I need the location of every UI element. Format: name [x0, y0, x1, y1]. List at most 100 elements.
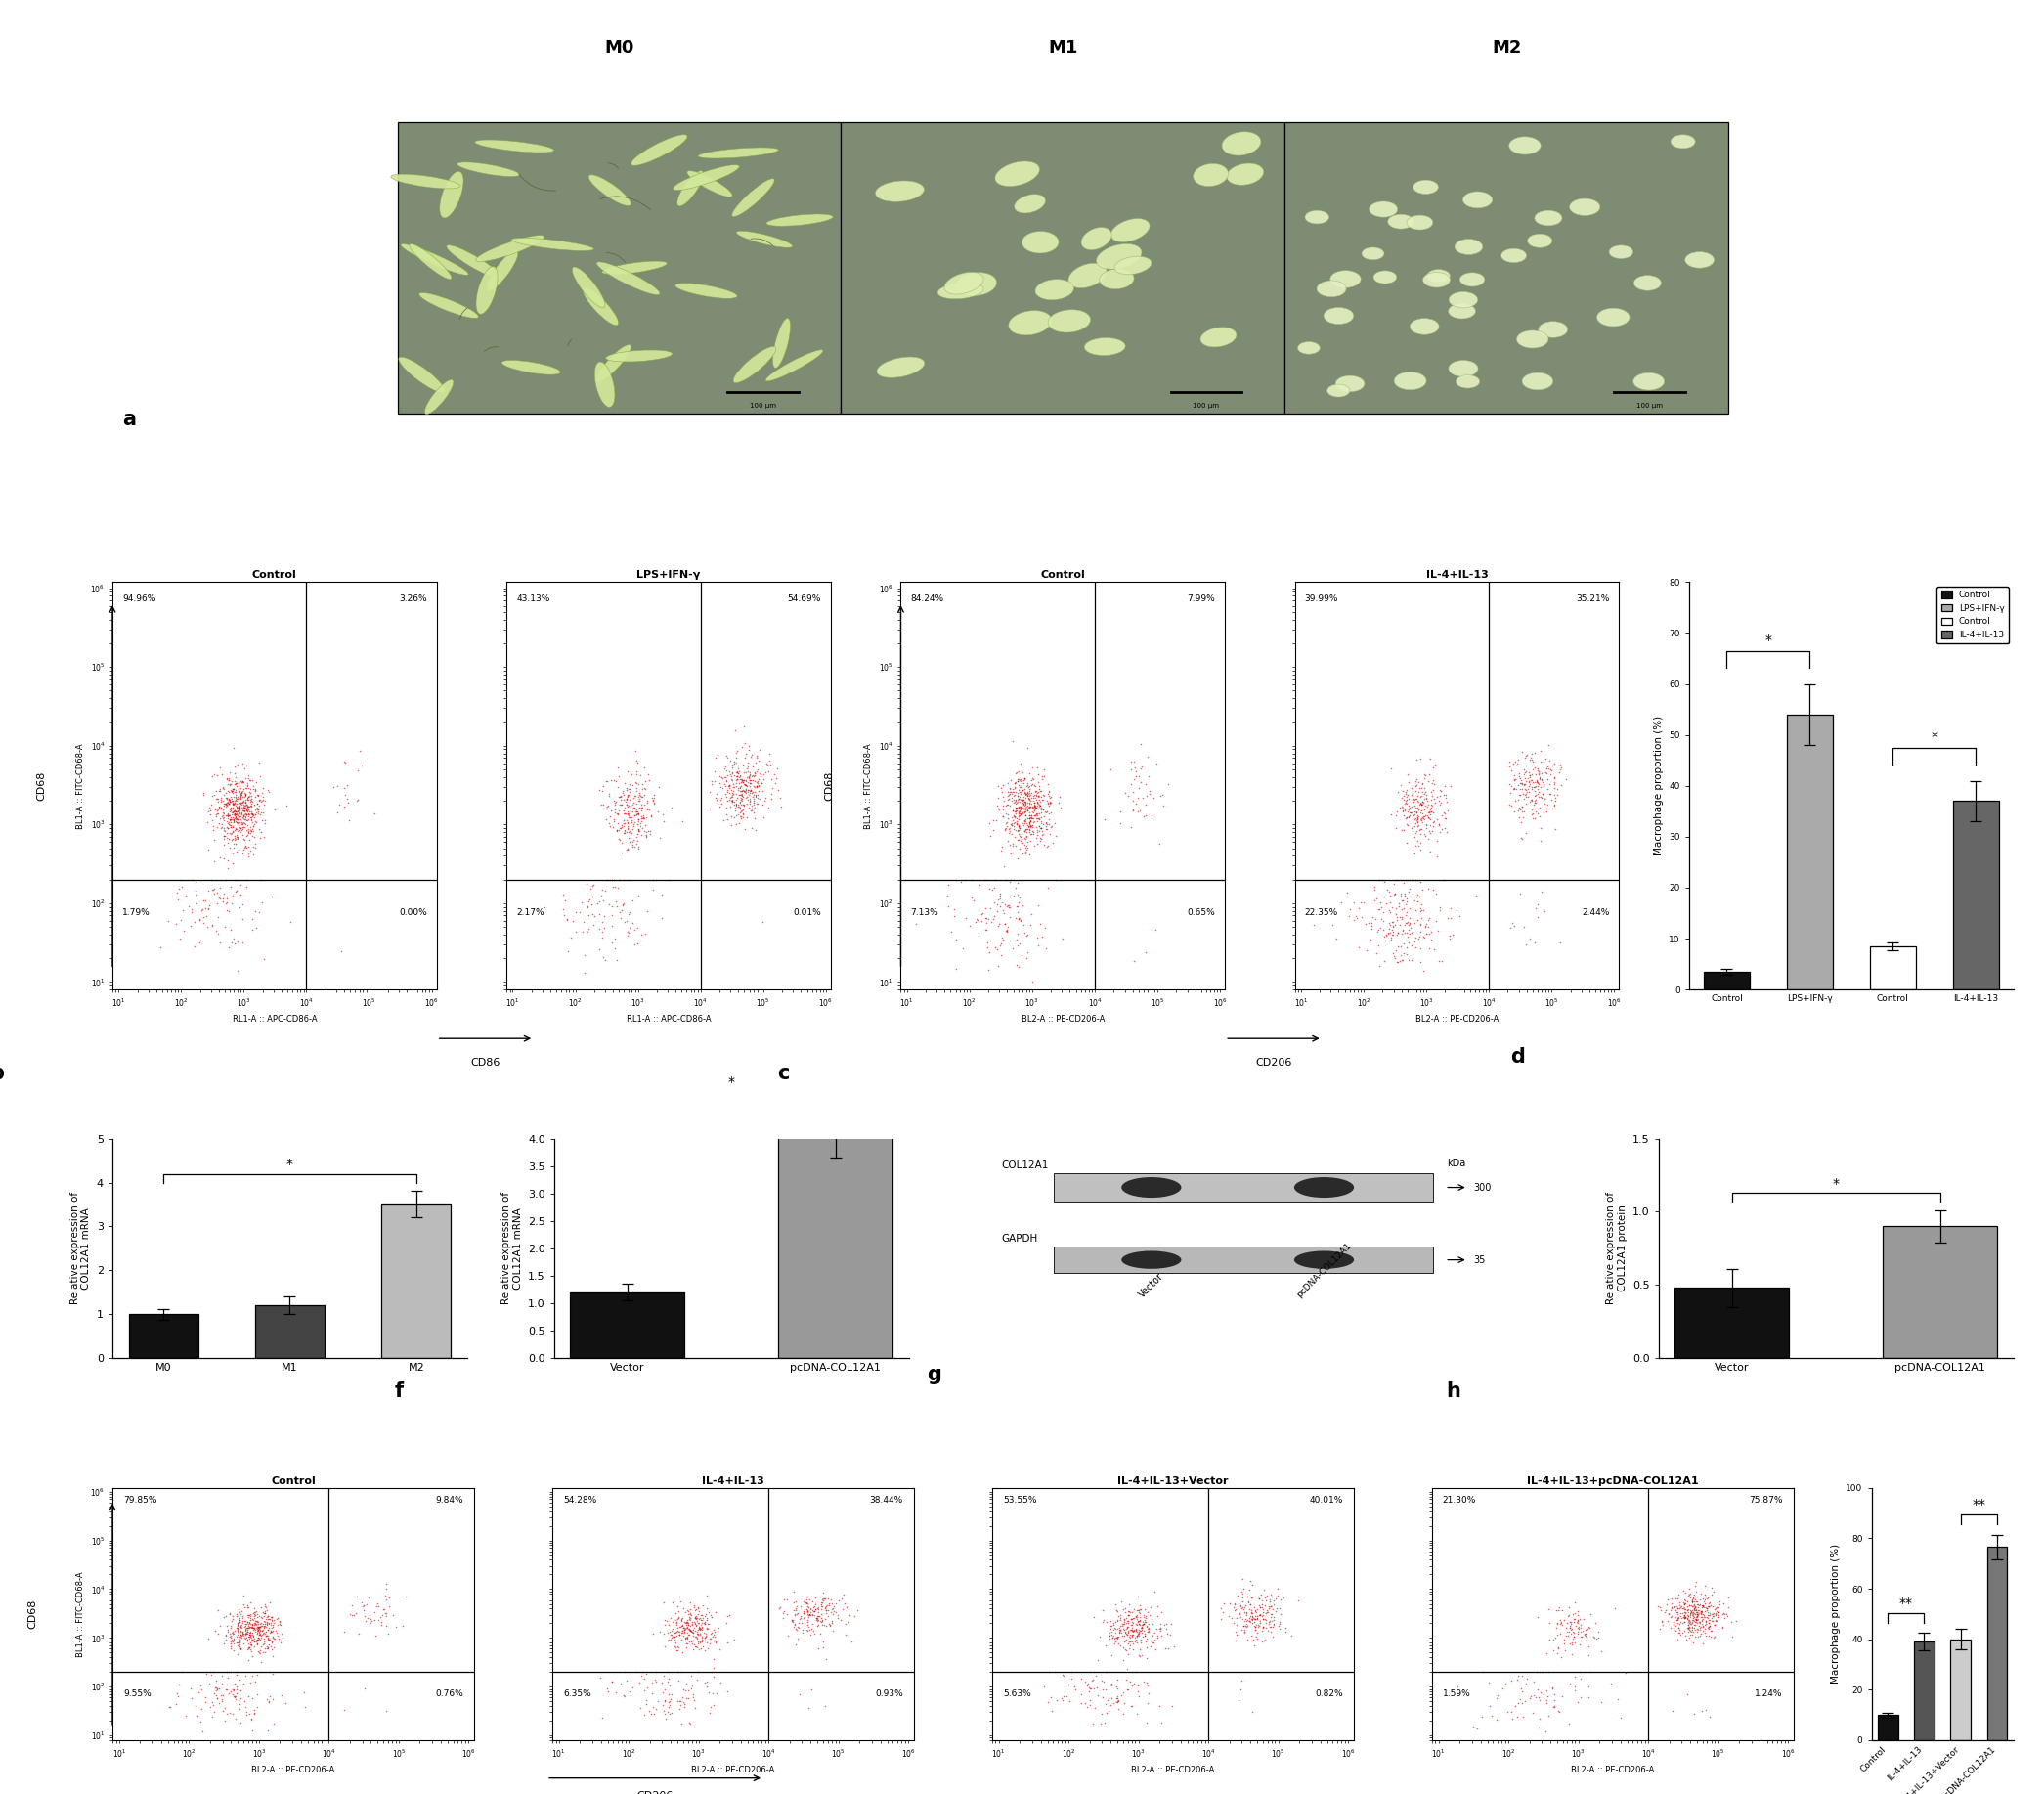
- Point: [660, 1591, 693, 1620]
- Point: [1012, 811, 1044, 840]
- Point: [213, 1663, 245, 1692]
- Point: [681, 1633, 713, 1661]
- Point: [1652, 1607, 1684, 1636]
- Point: [204, 927, 237, 956]
- Point: [1122, 1672, 1155, 1701]
- Point: [1525, 877, 1558, 906]
- Point: [670, 1607, 703, 1636]
- Point: [1016, 811, 1049, 840]
- Ellipse shape: [595, 362, 615, 407]
- Point: [1412, 816, 1445, 845]
- Y-axis label: Macrophage proportion (%): Macrophage proportion (%): [1831, 1545, 1840, 1685]
- Point: [1680, 1598, 1713, 1627]
- Point: [683, 1604, 715, 1633]
- Point: [1701, 1607, 1733, 1636]
- Point: [1094, 1624, 1126, 1652]
- Point: [217, 804, 249, 832]
- Point: [1243, 1593, 1275, 1622]
- Point: [1233, 1588, 1265, 1616]
- Point: [621, 806, 654, 834]
- Point: [231, 820, 264, 849]
- X-axis label: BL2-A :: PE-CD206-A: BL2-A :: PE-CD206-A: [1414, 1015, 1498, 1023]
- Point: [1102, 1624, 1134, 1652]
- Point: [719, 789, 752, 818]
- Point: [223, 768, 256, 797]
- Point: [1022, 775, 1055, 804]
- Point: [797, 1616, 830, 1645]
- Point: [1122, 1607, 1155, 1636]
- Point: [237, 832, 270, 861]
- Point: [713, 771, 746, 800]
- Point: [1684, 1602, 1717, 1631]
- Point: [1680, 1588, 1713, 1616]
- Point: [1658, 1609, 1690, 1638]
- Point: [1553, 1616, 1586, 1645]
- Point: [1010, 788, 1042, 816]
- Point: [1384, 942, 1416, 971]
- Point: [243, 1620, 276, 1649]
- Point: [801, 1602, 834, 1631]
- Point: [249, 1618, 282, 1647]
- Point: [202, 843, 235, 872]
- Point: [192, 836, 225, 865]
- Point: [701, 786, 734, 814]
- Point: [1034, 784, 1067, 813]
- Point: [1243, 1611, 1275, 1640]
- Point: [166, 872, 198, 901]
- Point: [1102, 1615, 1134, 1643]
- Point: [1513, 759, 1545, 788]
- Point: [262, 1622, 294, 1650]
- Point: [235, 1613, 268, 1642]
- Point: [997, 797, 1030, 825]
- Bar: [1878, 1715, 1899, 1740]
- Point: [1647, 1611, 1680, 1640]
- Point: [1122, 1598, 1155, 1627]
- Point: [1096, 1622, 1128, 1650]
- Point: [1028, 809, 1061, 838]
- Point: [801, 1606, 834, 1634]
- Point: [1122, 1609, 1155, 1638]
- Point: [204, 1611, 237, 1640]
- Point: [689, 1624, 722, 1652]
- Point: [969, 910, 1002, 938]
- Point: [1404, 789, 1437, 818]
- Point: [1104, 1600, 1136, 1629]
- Point: [1400, 777, 1433, 806]
- Point: [603, 782, 636, 811]
- Point: [1020, 753, 1053, 782]
- Point: [660, 1606, 693, 1634]
- Point: [732, 732, 764, 761]
- Ellipse shape: [1459, 273, 1484, 287]
- Point: [793, 1600, 826, 1629]
- Point: [675, 1600, 707, 1629]
- Point: [1359, 938, 1392, 967]
- Point: [1533, 1625, 1566, 1654]
- Point: [235, 1609, 268, 1638]
- Bar: [382, 1204, 452, 1358]
- Point: [247, 1606, 280, 1634]
- Point: [225, 1616, 258, 1645]
- Point: [1022, 804, 1055, 832]
- Point: [1697, 1581, 1729, 1609]
- Point: [1419, 770, 1451, 798]
- Point: [245, 1638, 278, 1667]
- Point: [233, 1600, 266, 1629]
- Point: [656, 1616, 689, 1645]
- Point: [1692, 1600, 1725, 1629]
- Point: [1494, 771, 1527, 800]
- Point: [1402, 777, 1435, 806]
- Point: [208, 1604, 241, 1633]
- Point: [1541, 1615, 1574, 1643]
- Point: [1012, 804, 1044, 832]
- Point: [251, 1615, 284, 1643]
- Point: [699, 743, 732, 771]
- Point: [1515, 786, 1547, 814]
- Point: [1645, 1607, 1678, 1636]
- Point: [1243, 1593, 1275, 1622]
- Point: [204, 793, 237, 822]
- Point: [229, 1607, 262, 1636]
- Point: [736, 761, 769, 789]
- Point: [681, 1604, 713, 1633]
- Point: [1010, 779, 1042, 807]
- Point: [1002, 800, 1034, 829]
